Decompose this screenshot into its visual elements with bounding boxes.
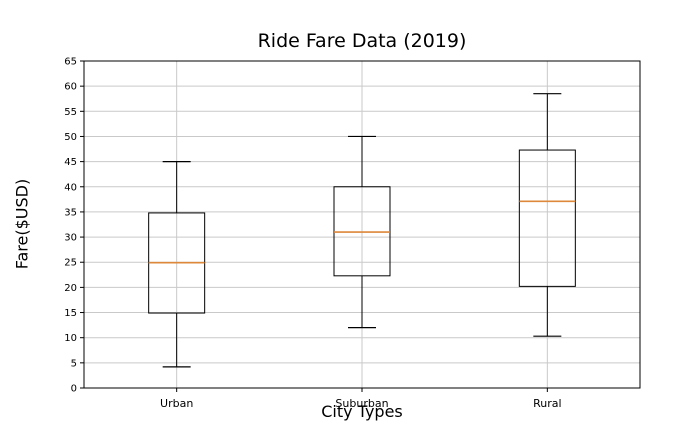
x-tick-label: Rural <box>533 397 561 410</box>
y-tick-label: 10 <box>64 333 77 344</box>
y-tick-label: 65 <box>64 57 77 68</box>
box-rural <box>518 149 576 287</box>
y-tick-label: 0 <box>71 384 77 395</box>
y-tick-label: 5 <box>71 358 77 369</box>
y-tick-label: 20 <box>64 283 77 294</box>
y-tick-label: 40 <box>64 182 77 193</box>
y-axis-label: Fare($USD) <box>12 178 32 270</box>
x-tick-label: Suburban <box>335 397 388 410</box>
y-tick-label: 25 <box>64 258 77 269</box>
y-tick-label: 15 <box>64 308 77 319</box>
chart-title: Ride Fare Data (2019) <box>257 30 467 52</box>
y-tick-label: 50 <box>64 132 77 143</box>
y-tick-label: 30 <box>64 233 77 244</box>
y-tick-label: 55 <box>64 107 77 118</box>
x-tick-label: Urban <box>160 397 193 410</box>
y-tick-label: 45 <box>64 157 77 168</box>
y-tick-label: 60 <box>64 82 77 93</box>
x-axis-label: City Types <box>321 402 403 421</box>
y-tick-label: 35 <box>64 207 77 218</box>
